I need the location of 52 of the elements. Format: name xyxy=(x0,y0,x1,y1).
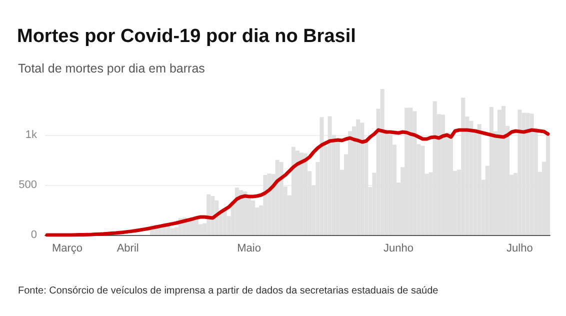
source-note: Fonte: Consórcio de veículos de imprensa a partir de dados da secretarias estaduais de saúde xyxy=(18,286,439,296)
bar xyxy=(356,119,360,235)
bar xyxy=(222,211,227,235)
y-tick-label: 0 xyxy=(30,229,37,241)
bar xyxy=(328,116,332,235)
bar xyxy=(380,89,384,235)
bar xyxy=(263,175,268,235)
x-tick-label: Julho xyxy=(506,242,533,254)
bar xyxy=(432,101,437,235)
x-tick-label: Junho xyxy=(384,242,414,254)
bar xyxy=(522,112,526,235)
bar xyxy=(320,117,324,235)
bar xyxy=(469,120,474,235)
x-tick-label: Abril xyxy=(116,242,139,254)
line-series xyxy=(45,128,550,237)
y-tick-label: 1k xyxy=(25,129,38,141)
bar xyxy=(360,122,364,235)
bar xyxy=(304,153,308,235)
bar xyxy=(242,192,247,235)
bar xyxy=(194,218,199,235)
bar xyxy=(489,107,494,235)
bar xyxy=(526,113,530,235)
x-tick-label: Maio xyxy=(237,242,261,254)
bar xyxy=(267,174,272,235)
x-tick-label: Março xyxy=(52,242,82,254)
y-tick-label: 500 xyxy=(18,179,37,191)
bar xyxy=(497,110,502,235)
bar xyxy=(300,152,304,235)
bar xyxy=(530,114,534,235)
bar xyxy=(234,188,239,235)
bar xyxy=(206,194,211,235)
bar xyxy=(518,110,522,235)
bar xyxy=(461,98,466,235)
bar xyxy=(404,108,409,235)
bar xyxy=(502,106,506,235)
bar xyxy=(279,162,284,235)
bar xyxy=(408,108,413,235)
bar xyxy=(449,132,454,235)
bar xyxy=(420,146,425,235)
bar xyxy=(275,160,280,235)
chart-title: Mortes por Covid-19 por dia no Brasil xyxy=(17,26,356,47)
bar xyxy=(295,150,300,235)
bar xyxy=(170,228,174,235)
bar xyxy=(477,124,482,235)
bar xyxy=(291,146,296,235)
bar xyxy=(412,111,417,235)
bar xyxy=(251,200,256,235)
bar xyxy=(546,135,550,235)
bar xyxy=(440,114,445,235)
chart-subtitle: Total de mortes por dia em barras xyxy=(18,62,205,76)
bar xyxy=(238,190,243,235)
bar xyxy=(388,134,392,235)
